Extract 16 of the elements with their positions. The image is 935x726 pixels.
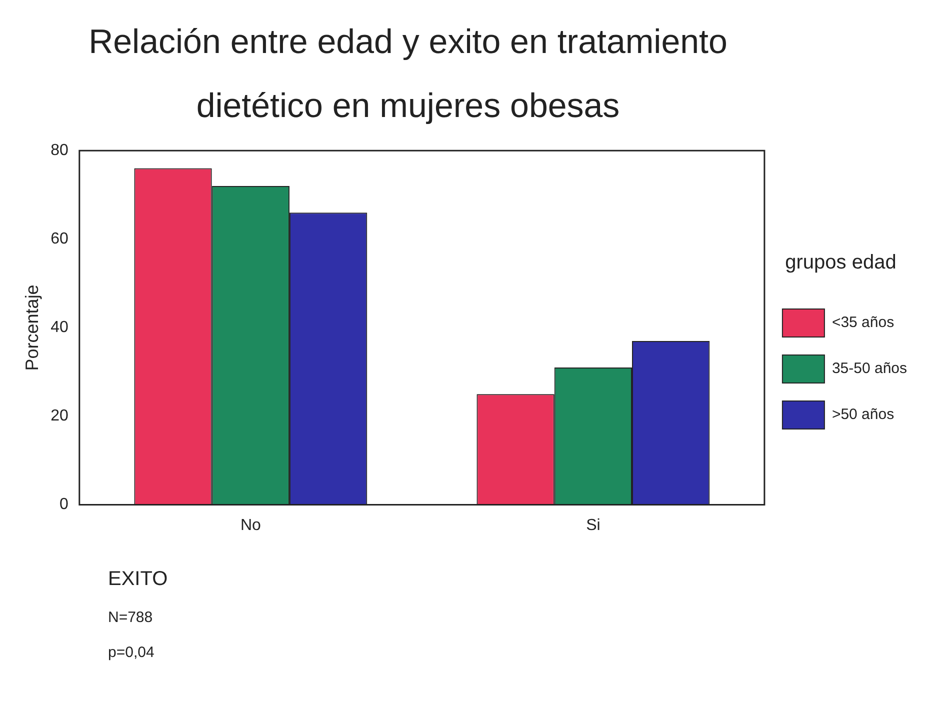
chart-title: Relación entre edad y exito en tratamiento dietético en mujeres obesas — [88, 22, 728, 127]
y-tick-label: 0 — [59, 496, 68, 514]
text: p=0,04 — [108, 644, 156, 661]
text: N=788 — [108, 609, 154, 626]
legend-label: 35-50 años — [832, 360, 908, 378]
y-tick-label: 60 — [50, 230, 68, 248]
y-tick-label: 20 — [50, 408, 68, 425]
x-tick-label: Si — [586, 516, 600, 534]
y-axis-title: Porcentaje — [22, 284, 42, 371]
legend-title: grupos edad — [785, 252, 896, 274]
legend-label: >50 años — [832, 406, 894, 424]
legend-label: <35 años — [832, 314, 894, 332]
x-axis-title: EXITO — [108, 568, 169, 591]
x-tick-label: No — [240, 516, 261, 534]
y-tick-label: 40 — [50, 319, 68, 336]
y-tick-label: 80 — [50, 142, 68, 160]
